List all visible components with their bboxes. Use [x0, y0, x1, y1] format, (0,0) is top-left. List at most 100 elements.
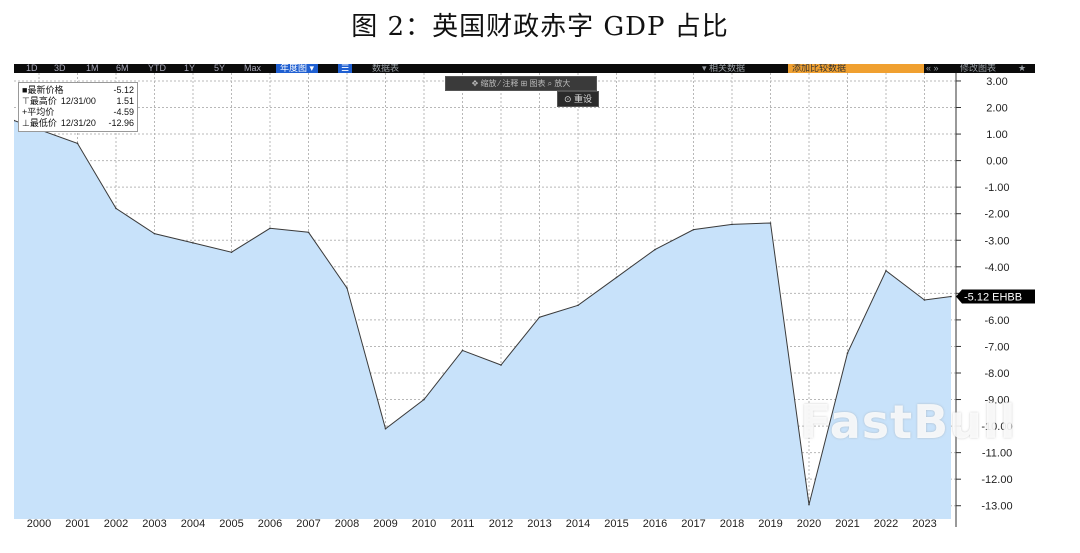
- data-point-2024: [950, 295, 952, 298]
- data-point-2002: [115, 207, 117, 210]
- data-point-2003: [153, 232, 156, 235]
- watermark-logo: FastBull: [800, 395, 1017, 449]
- legend-marker-high: ⊤: [22, 96, 30, 106]
- data-point-2015: [615, 276, 618, 279]
- data-point-2017: [692, 228, 695, 231]
- data-point-2022: [885, 269, 887, 272]
- legend-value-high: 1.51: [116, 96, 134, 106]
- data-point-2009: [384, 427, 387, 430]
- y-tick-label: -4.00: [984, 262, 1009, 274]
- data-point-2021: [846, 352, 849, 354]
- data-table-button[interactable]: 数据表: [372, 64, 400, 73]
- x-tick-label: 2019: [758, 518, 782, 527]
- range-button-max[interactable]: Max: [244, 64, 262, 73]
- related-data-button[interactable]: ▾ 相关数据: [702, 64, 746, 73]
- legend-value-last: -5.12: [113, 85, 134, 95]
- y-tick-label: -2.00: [984, 209, 1009, 221]
- data-point-2020: [808, 503, 810, 506]
- chart-tools-overlay[interactable]: ✥ 缩放 ⁄ 注释 ⊞ 图表 ⌕ 放大: [445, 76, 597, 91]
- x-tick-label: 2006: [258, 518, 282, 527]
- data-point-2005: [230, 251, 233, 253]
- y-tick-label: -10.00: [981, 421, 1012, 433]
- data-point-2019: [769, 222, 772, 224]
- x-tick-label: 2020: [797, 518, 821, 527]
- data-point-2010: [423, 398, 425, 401]
- legend-row-low: ⊥ 最低价 12/31/20 -12.96: [22, 118, 134, 129]
- chart-type-button[interactable]: ☰: [338, 64, 353, 73]
- legend-label-high: 最高价: [29, 96, 57, 106]
- chart-toolbar: 1D 3D 1M 6M YTD 1Y 5Y Max 年度图 ▾ ☰ 数据表 ▾ …: [14, 64, 1035, 73]
- x-tick-label: 2003: [142, 518, 166, 527]
- data-point-2007: [307, 231, 310, 234]
- legend-row-avg: + 平均价 -4.59: [22, 107, 134, 118]
- x-tick-label: 2010: [412, 518, 436, 527]
- reset-button[interactable]: ⊙ 重设: [557, 91, 599, 107]
- last-value-badge: [956, 289, 1035, 304]
- range-button-ytd[interactable]: YTD: [148, 64, 166, 73]
- x-axis-ticks: 2000 2001 2002 2003 2004 2005 2006 2007 2008 2009…: [27, 518, 937, 527]
- chart-canvas: 3.002.001.000.00-1.00-2.00-3.00-4.00-5.0…: [14, 73, 1035, 527]
- x-tick-label: 2004: [181, 518, 205, 527]
- last-value-marker: -5.12 EHBB: [956, 289, 1035, 304]
- legend-label-avg: 平均价: [27, 107, 55, 117]
- nav-arrows[interactable]: « »: [926, 64, 939, 73]
- pin-icon[interactable]: ★: [1018, 64, 1027, 73]
- legend-marker-avg: +: [22, 107, 28, 117]
- data-point-2012: [500, 364, 502, 366]
- range-button-6m[interactable]: 6M: [116, 64, 129, 73]
- period-selector[interactable]: 年度图 ▾: [276, 64, 319, 73]
- x-tick-label: 2022: [874, 518, 898, 527]
- x-tick-label: 2023: [912, 518, 936, 527]
- data-point-2018: [731, 223, 733, 226]
- range-button-1m[interactable]: 1M: [86, 64, 99, 73]
- data-point-2023: [923, 299, 926, 301]
- compare-search-input[interactable]: 添加比较数据: [788, 64, 924, 73]
- data-point-2001: [76, 142, 79, 145]
- x-tick-label: 2001: [65, 518, 89, 527]
- legend-marker-last: ■: [22, 85, 28, 95]
- y-tick-label: 2.00: [986, 103, 1007, 115]
- x-tick-label: 2012: [489, 518, 513, 527]
- legend: ■ 最新价格 -5.12 ⊤ 最高价 12/31/00 1.51 + 平均价 -4.59…: [18, 82, 138, 132]
- range-button-1y[interactable]: 1Y: [184, 64, 196, 73]
- data-point-2004: [192, 242, 194, 244]
- x-tick-label: 2007: [296, 518, 320, 527]
- data-point-2008: [346, 287, 348, 289]
- range-button-1d[interactable]: 1D: [26, 64, 38, 73]
- edit-chart-button[interactable]: 修改图表: [960, 64, 997, 73]
- data-point-2013: [538, 316, 541, 319]
- range-button-3d[interactable]: 3D: [54, 64, 66, 73]
- y-tick-label: -3.00: [984, 235, 1009, 247]
- chart-terminal: 1D 3D 1M 6M YTD 1Y 5Y Max 年度图 ▾ ☰ 数据表 ▾ …: [14, 64, 1035, 527]
- data-point-2016: [654, 248, 656, 251]
- x-tick-label: 2017: [681, 518, 705, 527]
- x-axis-panel: [14, 519, 1035, 527]
- x-tick-label: 2018: [720, 518, 744, 527]
- legend-marker-low: ⊥: [22, 118, 30, 128]
- x-tick-label: 2011: [451, 518, 475, 527]
- x-tick-label: 2016: [643, 518, 667, 527]
- x-tick-label: 2002: [104, 518, 128, 527]
- figure-title: 图 2：英国财政赤字 GDP 占比: [351, 12, 729, 42]
- area-series: [14, 119, 952, 519]
- range-button-5y[interactable]: 5Y: [214, 64, 226, 73]
- x-tick-label: 2009: [373, 518, 397, 527]
- x-tick-label: 2014: [566, 518, 590, 527]
- x-tick-label: 2015: [604, 518, 628, 527]
- y-tick-label: 1.00: [986, 129, 1007, 141]
- y-tick-label: -12.00: [981, 474, 1012, 486]
- y-tick-label: -1.00: [984, 182, 1009, 194]
- data-point-2000: [14, 119, 15, 122]
- y-tick-label: -13.00: [981, 501, 1012, 513]
- y-tick-label: 3.00: [986, 76, 1007, 88]
- x-tick-label: 2005: [219, 518, 243, 527]
- y-tick-label: -9.00: [984, 395, 1009, 407]
- x-tick-label: 2008: [335, 518, 359, 527]
- y-tick-label: 0.00: [986, 156, 1007, 168]
- last-value-label: -5.12 EHBB: [964, 292, 1022, 304]
- y-tick-label: -8.00: [984, 368, 1009, 380]
- x-tick-label: 2021: [835, 518, 859, 527]
- x-tick-label: 2013: [527, 518, 551, 527]
- legend-value-low: -12.96: [108, 118, 134, 128]
- legend-row-high: ⊤ 最高价 12/31/00 1.51: [22, 96, 134, 107]
